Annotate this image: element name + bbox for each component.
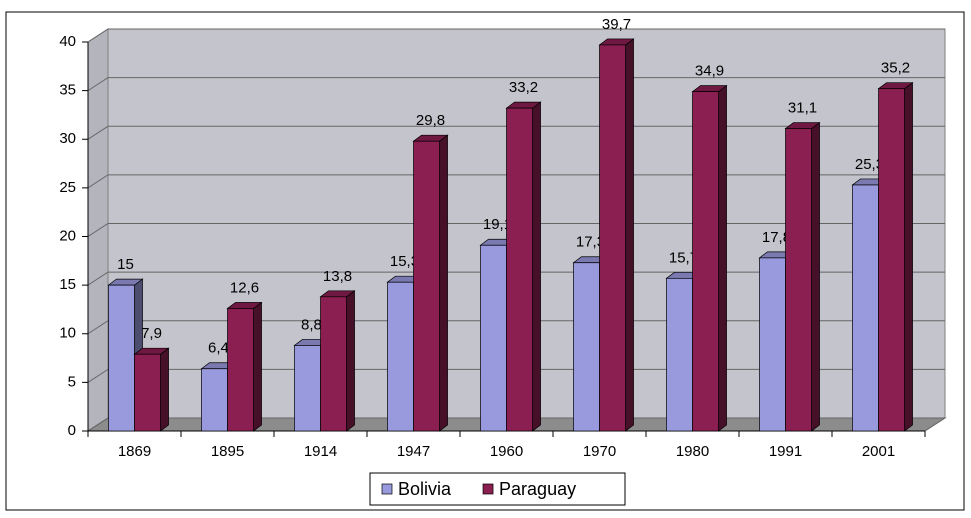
bar — [413, 140, 440, 432]
data-label: 39,7 — [602, 16, 631, 33]
bar — [573, 262, 600, 432]
y-tick-label: 15 — [59, 276, 76, 293]
bar — [108, 284, 135, 432]
x-tick-label: 1914 — [304, 443, 337, 460]
bar — [852, 184, 879, 432]
bar — [666, 277, 693, 432]
bar-side — [811, 121, 820, 432]
grid-line — [87, 125, 945, 140]
bar — [692, 91, 719, 432]
bar-side — [160, 347, 169, 432]
bar — [878, 88, 905, 432]
grid-line — [87, 223, 945, 237]
legend-swatch — [482, 483, 494, 495]
grid-line — [87, 417, 945, 432]
bar — [320, 296, 347, 432]
y-tick-label: 35 — [59, 82, 76, 99]
bar — [134, 353, 161, 432]
y-tick-label: 20 — [59, 227, 76, 244]
bar — [599, 44, 626, 432]
legend-box — [369, 472, 626, 506]
x-tick-label: 1970 — [583, 443, 616, 460]
y-tick-label: 40 — [59, 33, 76, 50]
y-tick-label: 0 — [68, 422, 76, 439]
data-label: 19,1 — [483, 216, 512, 233]
grid-line — [87, 77, 945, 92]
grid-line — [87, 271, 945, 286]
y-tick-label: 10 — [59, 325, 76, 342]
data-label: 17,8 — [762, 229, 791, 246]
y-tick-label: 25 — [59, 179, 76, 196]
data-label: 17,3 — [576, 234, 605, 251]
x-tick-label: 2001 — [862, 443, 895, 460]
bar-side — [532, 101, 541, 432]
data-label: 29,8 — [416, 112, 445, 129]
legend-swatch — [381, 483, 393, 495]
data-label: 33,2 — [509, 79, 538, 96]
bar — [506, 107, 533, 432]
data-label: 13,8 — [323, 268, 352, 285]
bar-side — [439, 134, 448, 432]
x-tick-label: 1869 — [118, 443, 151, 460]
x-tick-label: 1895 — [211, 443, 244, 460]
data-label: 31,1 — [788, 100, 817, 117]
legend-label: Bolivia — [398, 479, 452, 499]
bar — [387, 281, 414, 432]
bar — [759, 257, 786, 432]
y-tick-label: 30 — [59, 130, 76, 147]
data-label: 35,2 — [881, 60, 910, 77]
bar — [294, 345, 321, 432]
data-label: 6,4 — [208, 340, 229, 357]
grid-line — [87, 320, 945, 335]
x-tick-label: 1980 — [676, 443, 709, 460]
bar-side — [346, 290, 355, 432]
data-label: 15,3 — [390, 253, 419, 270]
legend-label: Paraguay — [499, 479, 576, 499]
y-tick-label: 5 — [68, 373, 76, 390]
bar — [201, 368, 228, 432]
data-label: 34,9 — [695, 63, 724, 80]
x-tick-label: 1960 — [490, 443, 523, 460]
x-tick-label: 1947 — [397, 443, 430, 460]
grid-line — [87, 368, 945, 383]
data-label: 25,3 — [855, 156, 884, 173]
data-label: 15,7 — [669, 249, 698, 266]
grid-line — [87, 28, 945, 43]
bar-side — [904, 81, 913, 432]
data-label: 7,9 — [141, 325, 162, 342]
bar-side — [253, 301, 262, 432]
data-label: 8,8 — [301, 316, 322, 333]
bar — [480, 244, 507, 432]
data-label: 12,6 — [230, 279, 259, 296]
bar-side — [625, 38, 634, 432]
x-tick-label: 1991 — [769, 443, 802, 460]
grid-line — [87, 174, 945, 189]
bar — [785, 128, 812, 432]
data-label: 15 — [117, 256, 134, 273]
bar-side — [718, 84, 727, 432]
bar — [227, 308, 254, 432]
